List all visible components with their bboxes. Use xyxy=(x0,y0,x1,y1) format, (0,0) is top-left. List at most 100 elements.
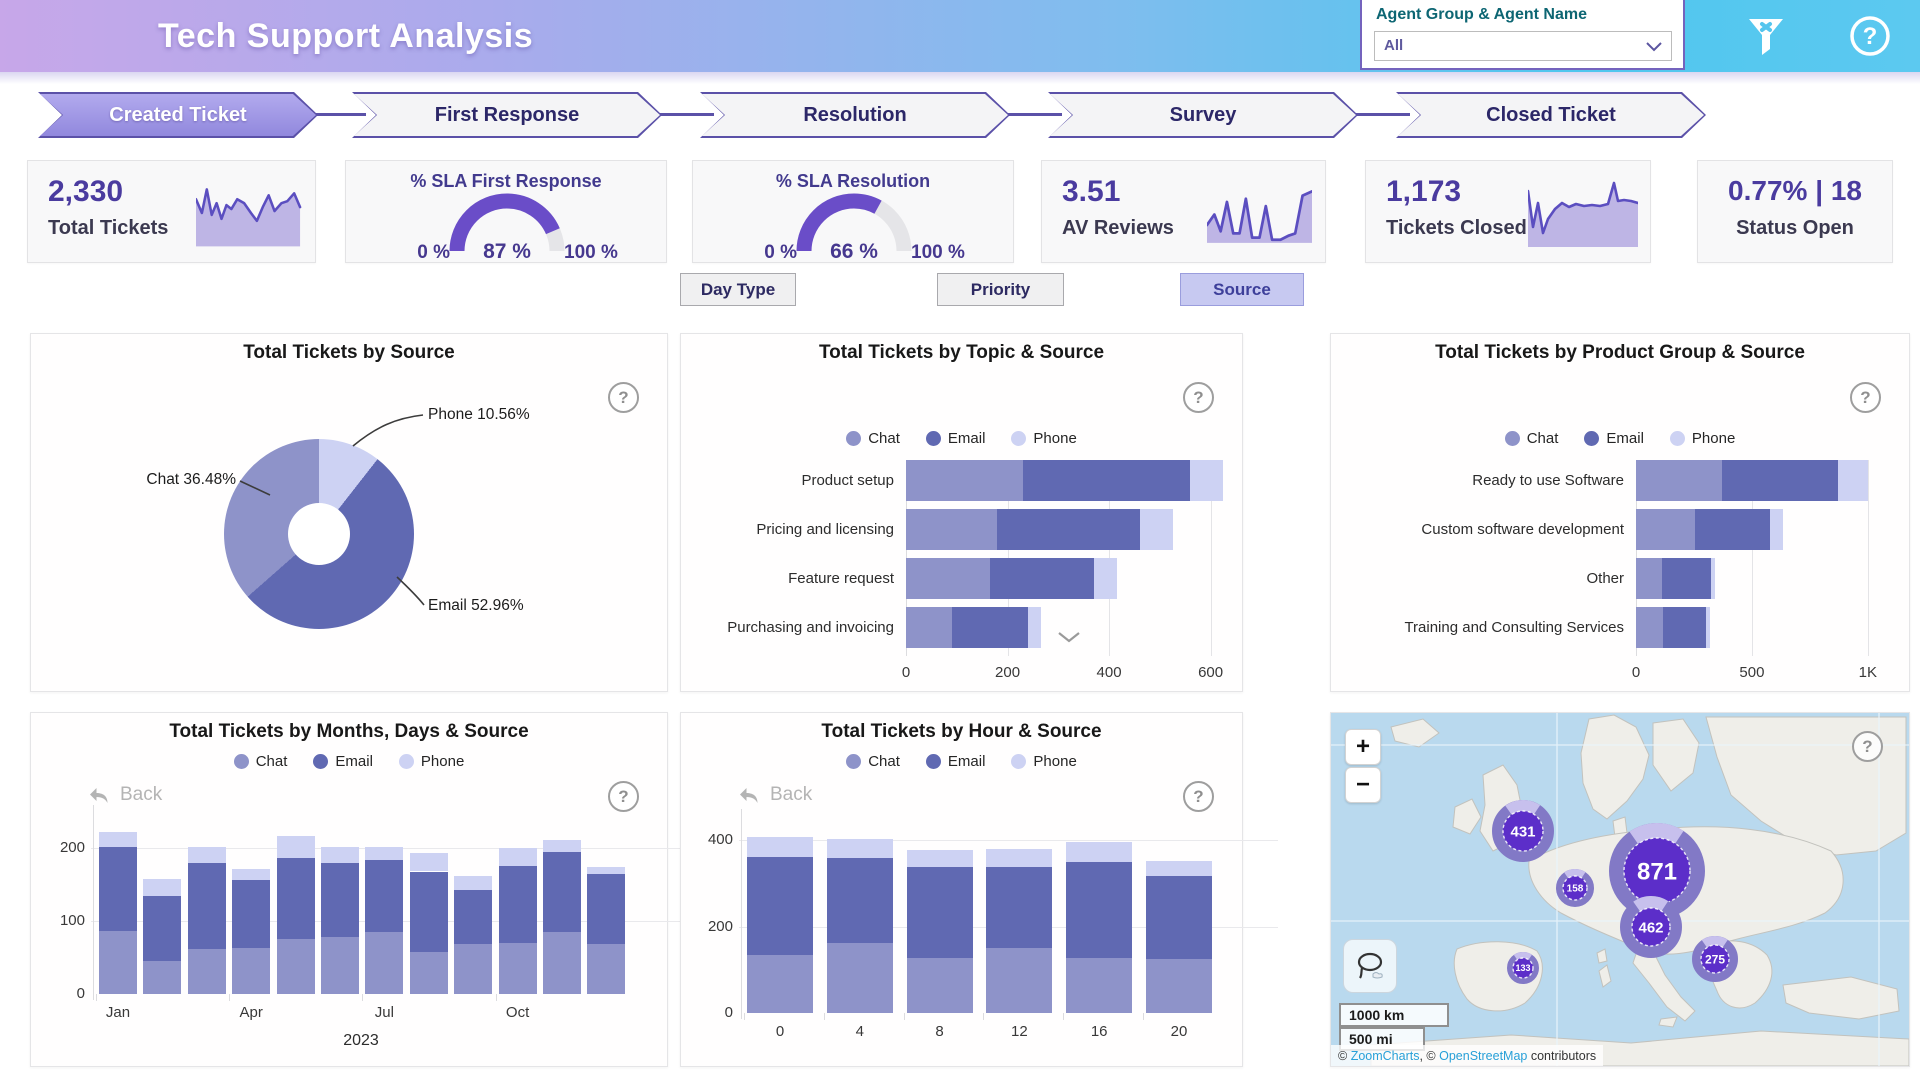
bar-segment-email[interactable] xyxy=(1662,607,1706,648)
column-segment-chat[interactable] xyxy=(321,937,359,994)
legend-item[interactable]: Email xyxy=(925,430,985,447)
bar-segment-chat[interactable] xyxy=(906,509,998,550)
map-bubble[interactable]: 462 xyxy=(1617,893,1685,961)
legend-item[interactable]: Chat xyxy=(846,753,900,770)
column-segment-phone[interactable] xyxy=(454,875,493,891)
column-segment-phone[interactable] xyxy=(187,846,226,863)
map-zoom-in-button[interactable]: + xyxy=(1345,729,1381,765)
column-segment-chat[interactable] xyxy=(99,930,137,994)
column-segment-chat[interactable] xyxy=(826,942,893,1013)
legend-item[interactable]: Phone xyxy=(1669,430,1735,447)
bar-segment-chat[interactable] xyxy=(906,607,952,648)
map-bubble[interactable]: 431 xyxy=(1488,796,1558,866)
donut-chart[interactable] xyxy=(224,439,414,629)
bar-segment-chat[interactable] xyxy=(1636,607,1663,648)
column-segment-phone[interactable] xyxy=(1066,842,1133,862)
bar-segment-chat[interactable] xyxy=(906,558,990,599)
column-segment-email[interactable] xyxy=(906,867,973,958)
column-segment-email[interactable] xyxy=(187,862,226,949)
day-type-button[interactable]: Day Type xyxy=(680,273,796,306)
bar-segment-phone[interactable] xyxy=(1705,607,1711,648)
column-segment-phone[interactable] xyxy=(498,848,537,866)
scroll-more-icon[interactable] xyxy=(1056,630,1082,644)
tab-closed-ticket[interactable]: Closed Ticket xyxy=(1396,92,1706,138)
column-segment-email[interactable] xyxy=(1146,875,1212,959)
column-segment-phone[interactable] xyxy=(826,839,893,859)
map-bubble[interactable]: 133 xyxy=(1506,951,1541,986)
column-segment-email[interactable] xyxy=(365,859,404,933)
column-segment-email[interactable] xyxy=(454,890,493,945)
bar-segment-email[interactable] xyxy=(1661,558,1712,599)
column-segment-chat[interactable] xyxy=(1066,957,1133,1013)
column-segment-chat[interactable] xyxy=(232,948,271,994)
tab-first-response[interactable]: First Response xyxy=(352,92,662,138)
column-segment-chat[interactable] xyxy=(187,948,226,994)
column-segment-email[interactable] xyxy=(543,851,581,933)
bar-segment-email[interactable] xyxy=(1695,509,1771,550)
bar-segment-chat[interactable] xyxy=(1636,558,1662,599)
priority-button[interactable]: Priority xyxy=(937,273,1064,306)
column-segment-phone[interactable] xyxy=(99,832,137,847)
tab-resolution[interactable]: Resolution xyxy=(700,92,1010,138)
column-segment-phone[interactable] xyxy=(409,852,448,872)
column-segment-phone[interactable] xyxy=(906,849,973,868)
column-segment-chat[interactable] xyxy=(587,944,626,994)
column-segment-phone[interactable] xyxy=(543,840,581,852)
column-segment-phone[interactable] xyxy=(747,836,813,857)
map-bubble[interactable]: 871 xyxy=(1601,815,1712,926)
tab-created-ticket[interactable]: Created Ticket xyxy=(38,92,318,138)
column-segment-phone[interactable] xyxy=(276,835,315,858)
help-icon[interactable]: ? xyxy=(608,382,639,413)
column-segment-phone[interactable] xyxy=(1146,861,1212,876)
column-segment-email[interactable] xyxy=(826,858,893,943)
bar-segment-phone[interactable] xyxy=(1837,460,1868,501)
column-segment-email[interactable] xyxy=(498,865,537,943)
legend-item[interactable]: Email xyxy=(925,753,985,770)
help-icon[interactable]: ? xyxy=(1846,12,1894,60)
column-segment-email[interactable] xyxy=(587,873,626,945)
help-icon[interactable]: ? xyxy=(1183,781,1214,812)
column-segment-chat[interactable] xyxy=(276,939,315,994)
help-icon[interactable]: ? xyxy=(1850,382,1881,413)
lasso-select-button[interactable] xyxy=(1343,939,1397,993)
legend-item[interactable]: Chat xyxy=(233,753,287,770)
agent-slicer-dropdown[interactable]: All xyxy=(1374,31,1672,61)
column-segment-chat[interactable] xyxy=(543,932,581,994)
column-segment-email[interactable] xyxy=(232,879,271,949)
map-zoom-out-button[interactable]: − xyxy=(1345,767,1381,803)
bar-segment-email[interactable] xyxy=(997,509,1140,550)
column-segment-email[interactable] xyxy=(143,895,182,962)
legend-item[interactable]: Chat xyxy=(1504,430,1558,447)
column-segment-phone[interactable] xyxy=(365,846,404,860)
legend-item[interactable]: Email xyxy=(1584,430,1644,447)
bar-segment-phone[interactable] xyxy=(1770,509,1784,550)
bar-segment-email[interactable] xyxy=(1022,460,1191,501)
legend-item[interactable]: Chat xyxy=(846,430,900,447)
column-segment-chat[interactable] xyxy=(498,942,537,994)
column-segment-chat[interactable] xyxy=(409,951,448,994)
column-segment-email[interactable] xyxy=(99,846,137,931)
bar-segment-chat[interactable] xyxy=(1636,460,1722,501)
zoomcharts-link[interactable]: ZoomCharts xyxy=(1350,1048,1420,1063)
tab-survey[interactable]: Survey xyxy=(1048,92,1358,138)
bar-segment-chat[interactable] xyxy=(1636,509,1696,550)
column-segment-phone[interactable] xyxy=(321,846,359,863)
back-button[interactable]: Back xyxy=(86,783,162,807)
map-bubble[interactable]: 275 xyxy=(1690,934,1740,984)
bar-segment-chat[interactable] xyxy=(906,460,1023,501)
column-segment-phone[interactable] xyxy=(143,878,182,896)
legend-item[interactable]: Email xyxy=(313,753,373,770)
legend-item[interactable]: Phone xyxy=(1011,430,1077,447)
column-segment-email[interactable] xyxy=(1066,861,1133,958)
column-segment-email[interactable] xyxy=(321,862,359,938)
bar-segment-email[interactable] xyxy=(951,607,1028,648)
back-button[interactable]: Back xyxy=(736,783,812,807)
help-icon[interactable]: ? xyxy=(608,781,639,812)
bar-segment-email[interactable] xyxy=(989,558,1094,599)
column-segment-phone[interactable] xyxy=(986,848,1053,868)
bar-segment-phone[interactable] xyxy=(1190,460,1224,501)
legend-item[interactable]: Phone xyxy=(1011,753,1077,770)
column-segment-chat[interactable] xyxy=(365,932,404,994)
column-segment-chat[interactable] xyxy=(454,944,493,994)
column-segment-chat[interactable] xyxy=(1146,958,1212,1013)
